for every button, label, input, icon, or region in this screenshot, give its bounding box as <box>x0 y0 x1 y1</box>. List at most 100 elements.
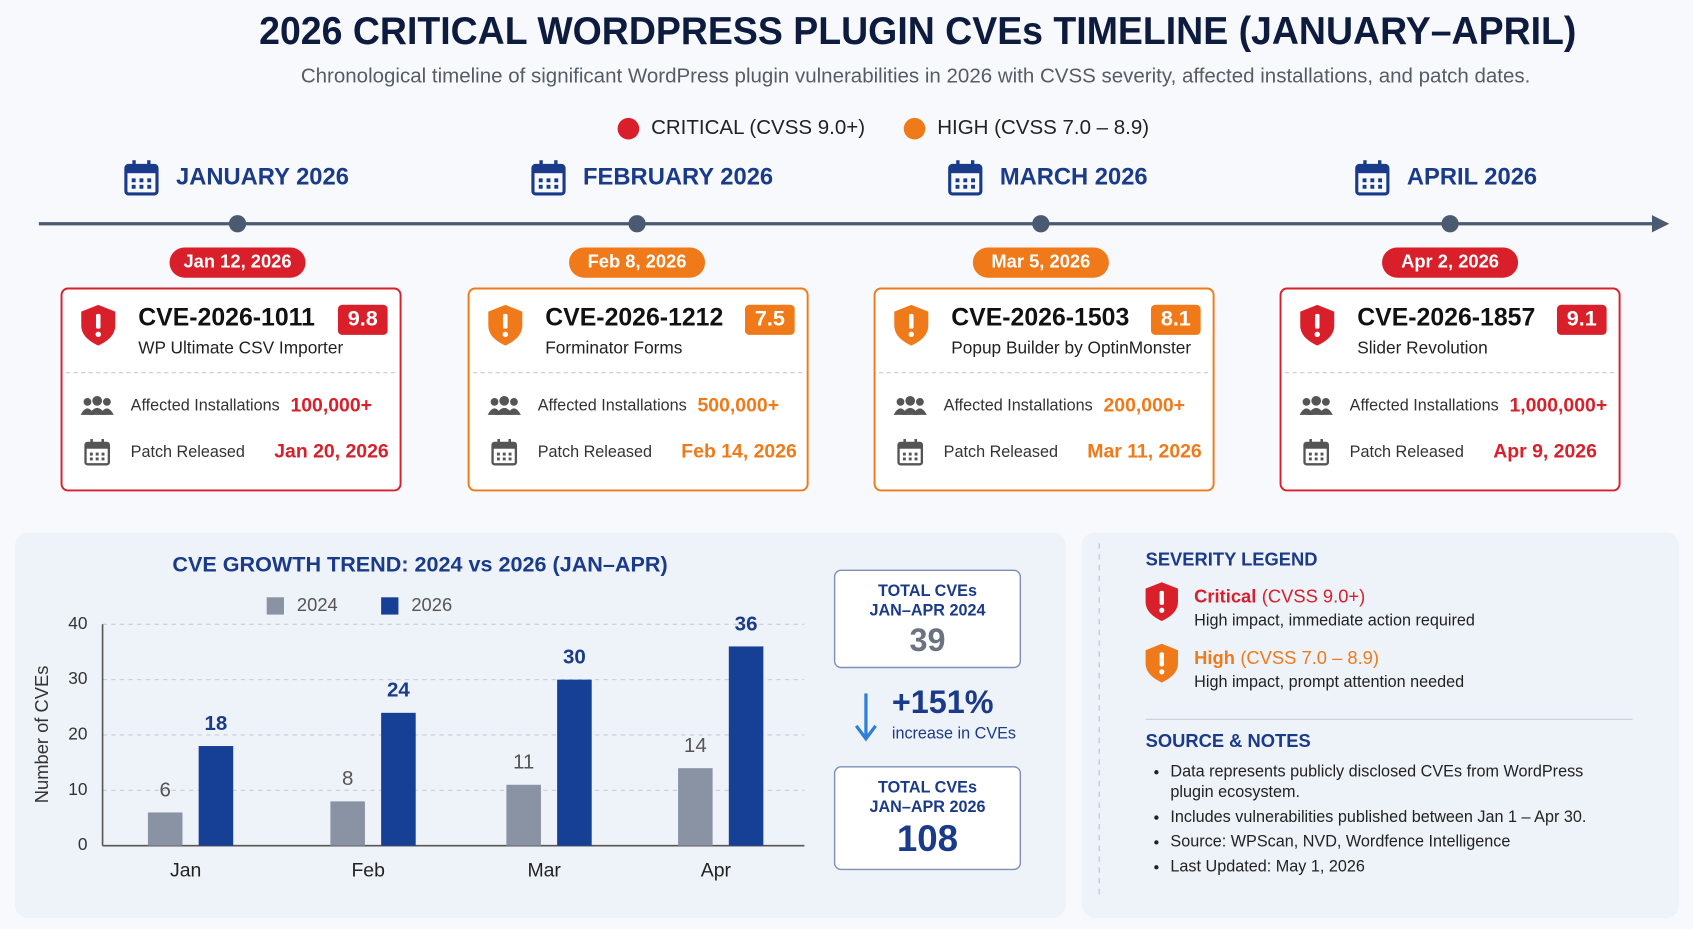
calendar-dot <box>971 184 975 189</box>
cve-card <box>873 287 1215 492</box>
calendar-dot <box>914 452 918 456</box>
timeline-arrow <box>1651 215 1670 233</box>
calendar-ring <box>914 439 918 445</box>
patch-date: Feb 14, 2026 <box>681 441 797 463</box>
shield-mark <box>1159 590 1164 605</box>
bar <box>728 646 764 846</box>
bar <box>381 712 416 846</box>
calendar-dot <box>908 457 912 461</box>
cvss-score: 9.8 <box>348 306 378 331</box>
shield-mark <box>1314 331 1320 338</box>
plugin-name: Slider Revolution <box>1357 338 1488 358</box>
patch-label: Patch Released <box>944 443 1058 461</box>
stat-period: JAN–APR 2024 <box>869 602 985 620</box>
patch-date: Apr 9, 2026 <box>1493 441 1597 463</box>
calendar-top <box>1356 165 1388 174</box>
stat-period: JAN–APR 2026 <box>869 798 985 816</box>
calendar-ring <box>147 160 151 169</box>
change-label: increase in CVEs <box>892 725 1016 743</box>
score-badge <box>1150 304 1201 335</box>
y-tick-label: 0 <box>78 834 88 854</box>
calendar-dot <box>1320 457 1324 461</box>
timeline-dot <box>1441 215 1459 233</box>
bar <box>198 746 234 846</box>
event-date: Apr 2, 2026 <box>1401 250 1499 271</box>
shield-mark <box>909 313 914 329</box>
notes-box: Data represents publicly disclosed CVEs … <box>1147 761 1622 901</box>
calendar-dot <box>955 178 960 183</box>
month-label: MARCH 2026 <box>1000 164 1148 191</box>
calendar-top <box>492 442 516 449</box>
person-head <box>1322 397 1330 406</box>
data-label: 18 <box>205 712 228 735</box>
shield-icon <box>1145 643 1178 683</box>
bar <box>678 768 713 846</box>
cvss-score: 9.1 <box>1567 306 1597 331</box>
stat-value: 108 <box>897 818 958 859</box>
legend-swatch <box>381 597 399 615</box>
x-tick-label: Apr <box>701 860 732 882</box>
calendar-icon <box>84 439 111 466</box>
people-icon <box>487 395 521 415</box>
event-date: Mar 5, 2026 <box>991 250 1090 271</box>
note: Includes vulnerabilities published betwe… <box>1170 807 1621 828</box>
calendar-dot <box>131 184 136 189</box>
calendar-dot <box>1362 184 1367 189</box>
calendar-dot <box>963 184 968 189</box>
calendar-dot <box>502 452 506 456</box>
calendar-dot <box>914 457 918 461</box>
legend-label: 2026 <box>411 594 452 615</box>
calendar-dot <box>538 184 543 189</box>
calendar-dot <box>508 452 512 456</box>
section-title: SOURCE & NOTES <box>1146 730 1311 751</box>
plugin-name: Forminator Forms <box>545 338 683 358</box>
plugin-name: Popup Builder by OptinMonster <box>951 338 1191 358</box>
calendar-dot <box>955 184 960 189</box>
calendar-top <box>898 442 922 449</box>
data-label: 6 <box>159 778 170 801</box>
event-date: Feb 8, 2026 <box>588 250 687 271</box>
severity-description: High impact, prompt attention needed <box>1194 673 1464 691</box>
section-title: SEVERITY LEGEND <box>1146 548 1318 569</box>
score-badge <box>745 304 795 335</box>
data-label: 30 <box>563 645 586 668</box>
y-tick-label: 10 <box>68 779 87 799</box>
notes-list: Data represents publicly disclosed CVEs … <box>1147 761 1622 877</box>
shield-mark <box>1159 607 1165 613</box>
calendar-dot <box>963 178 968 183</box>
data-label: 24 <box>387 679 410 702</box>
calendar-icon <box>948 160 983 196</box>
installs-label: Affected Installations <box>131 396 280 414</box>
event-date: Jan 12, 2026 <box>183 250 291 271</box>
calendar-ring <box>554 160 558 169</box>
calendar-ring <box>132 160 136 169</box>
calendar-dot <box>131 178 136 183</box>
patch-date: Mar 11, 2026 <box>1087 441 1202 463</box>
chart-title: CVE GROWTH TREND: 2024 vs 2026 (JAN–APR) <box>172 552 667 577</box>
calendar-ring <box>101 439 104 445</box>
installs-label: Affected Installations <box>538 396 687 414</box>
calendar-dot <box>554 178 559 183</box>
y-axis-label: Number of CVEs <box>31 666 52 804</box>
calendar-dot <box>1378 184 1383 189</box>
y-tick-label: 20 <box>68 724 87 744</box>
cve-card <box>60 287 402 492</box>
calendar-dot <box>546 178 551 183</box>
person-head <box>103 397 111 406</box>
key-label: CRITICAL (CVSS 9.0+) <box>651 116 865 139</box>
calendar-dot <box>95 457 99 461</box>
stat-value: 39 <box>909 622 945 658</box>
cvss-score: 7.5 <box>755 306 785 331</box>
subtitle: Chronological timeline of significant Wo… <box>301 64 1531 87</box>
calendar-dot <box>496 452 500 456</box>
score-badge <box>1556 304 1607 335</box>
shield-mark <box>908 331 915 338</box>
calendar-top <box>1304 442 1328 449</box>
person-head <box>1302 397 1311 406</box>
patch-date: Jan 20, 2026 <box>274 441 389 463</box>
calendar-dot <box>902 452 906 456</box>
installs-value: 1,000,000+ <box>1509 394 1607 416</box>
y-tick-label: 40 <box>68 613 87 633</box>
person-head <box>896 397 905 406</box>
bar <box>330 801 365 846</box>
